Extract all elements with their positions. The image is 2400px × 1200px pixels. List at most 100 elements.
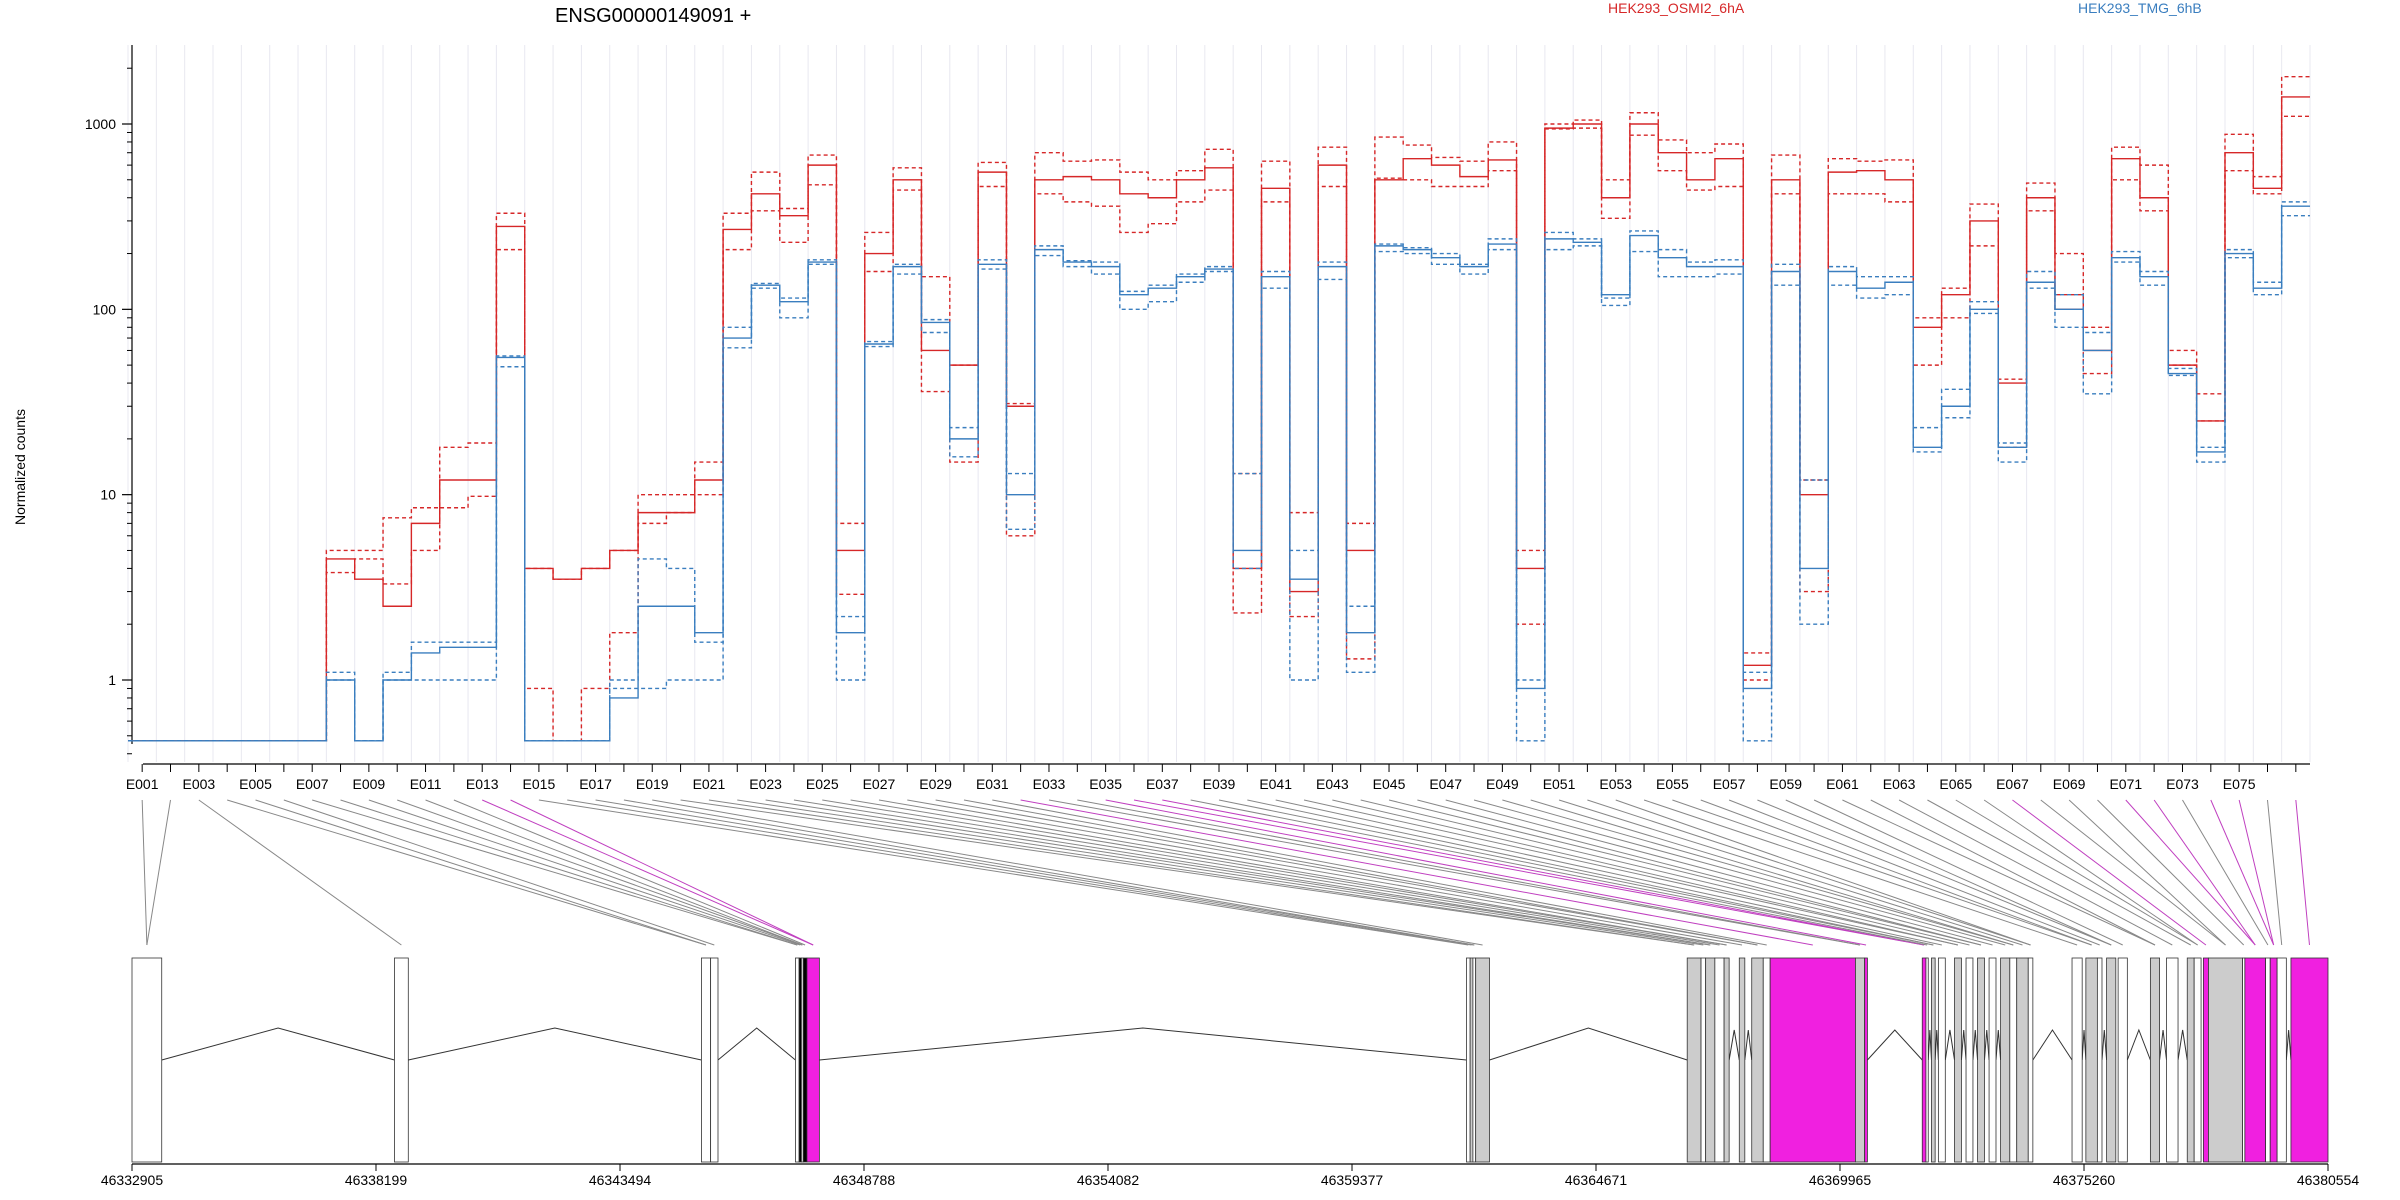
exon-connector [793, 799, 1711, 946]
exon-connector [1728, 799, 2100, 946]
series-lines [128, 75, 2310, 742]
x-tick-label: E059 [1769, 776, 1802, 792]
x-tick-label: E039 [1203, 776, 1236, 792]
intron-line [1934, 1029, 1939, 1061]
x-tick-label: E027 [863, 776, 896, 792]
intron-line [1960, 1029, 1967, 1061]
exon-connector [1388, 799, 1982, 946]
x-tick-label: E049 [1486, 776, 1519, 792]
exon-box [2269, 957, 2278, 1163]
exon-connector [397, 799, 803, 946]
exon-connector [283, 799, 715, 946]
x-tick-label: E007 [296, 776, 329, 792]
x-tick-label: E071 [2109, 776, 2142, 792]
x-tick-label: E035 [1089, 776, 1122, 792]
genomic-tick-label: 46343494 [589, 1172, 652, 1188]
exon-connector [652, 799, 1483, 946]
x-tick-label: E015 [523, 776, 556, 792]
intron-line [2081, 1029, 2087, 1061]
exon-box [394, 957, 409, 1163]
exon-connector [850, 799, 1727, 946]
exon-connector [1360, 799, 1970, 946]
exon-box [2016, 957, 2029, 1163]
exon-connector [146, 799, 171, 946]
exon-connector [1473, 799, 2006, 946]
x-tick-label: E003 [182, 776, 215, 792]
exon-connector [1303, 799, 1959, 946]
intron-line [2032, 1029, 2073, 1061]
x-tick-label: E001 [126, 776, 159, 792]
exon-box [710, 957, 719, 1163]
x-tick-label: E005 [239, 776, 272, 792]
exon-box [1988, 957, 1997, 1163]
exon-connector [595, 799, 1475, 946]
exon-box [795, 957, 800, 1163]
intron-line [1927, 1029, 1932, 1061]
exon-box [1954, 957, 1962, 1163]
legend-tmg: HEK293_TMG_6hB [2078, 0, 2202, 16]
exon-connector [1020, 799, 1813, 946]
exon-box [1700, 957, 1707, 1163]
exon-box [701, 957, 712, 1163]
x-tick-label: E021 [693, 776, 726, 792]
exon-connector [2068, 799, 2226, 946]
exon-box [1686, 957, 1702, 1163]
genomic-tick-label: 46338199 [345, 1172, 408, 1188]
exon-connector [1785, 799, 2112, 946]
y-tick-label: 10 [100, 487, 116, 503]
exon-connector [623, 799, 1475, 946]
y-axis-label: Normalized counts [12, 409, 28, 525]
exon-connector [340, 799, 798, 946]
exon-connector [1672, 799, 2092, 946]
legend-osmi: HEK293_OSMI2_6hA [1608, 0, 1745, 16]
exon-connector [992, 799, 1767, 946]
genomic-tick-label: 46364671 [1565, 1172, 1628, 1188]
intron-line [2177, 1029, 2188, 1061]
intron-line [717, 1027, 796, 1061]
x-tick-label: E041 [1259, 776, 1292, 792]
exon-connector [227, 799, 707, 946]
exon-box [1469, 957, 1474, 1163]
exon-box [1705, 957, 1716, 1163]
exon-connector [2153, 799, 2256, 946]
intron-line [2159, 1029, 2168, 1061]
exon-connector [312, 799, 798, 946]
intron-line [1867, 1029, 1923, 1061]
exon-box [2085, 957, 2098, 1163]
exon-box [2290, 957, 2329, 1163]
x-tick-label: E009 [353, 776, 386, 792]
x-tick-label: E053 [1599, 776, 1632, 792]
x-tick-label: E067 [1996, 776, 2029, 792]
exon-connector [198, 799, 402, 946]
exon-connector [963, 799, 1758, 946]
exon-box [1931, 957, 1936, 1163]
exon-connector [1757, 799, 2112, 946]
exon-connector [1417, 799, 1982, 946]
x-tick-label: E037 [1146, 776, 1179, 792]
exon-connector [1445, 799, 1993, 946]
x-tick-label: E073 [2166, 776, 2199, 792]
y-tick-label: 1000 [85, 116, 116, 132]
intron-line [2285, 1029, 2292, 1061]
x-tick-label: E057 [1713, 776, 1746, 792]
x-tick-label: E031 [976, 776, 1009, 792]
intron-line [1972, 1029, 1979, 1061]
exon-connector [1813, 799, 2123, 946]
chart-title: ENSG00000149091 + [555, 5, 751, 27]
y-tick-label: 100 [93, 301, 117, 317]
exon-connector [255, 799, 707, 946]
exon-connector [1870, 799, 2156, 946]
exon-box [1472, 957, 1477, 1163]
intron-line [1728, 1029, 1740, 1061]
exon-connector [737, 799, 1704, 946]
exon-connector [510, 799, 814, 946]
exon-box [2265, 957, 2271, 1163]
exon-connector [1332, 799, 1959, 946]
intron-line [819, 1027, 1467, 1061]
exon-connector [425, 799, 803, 946]
exon-box [1965, 957, 1974, 1163]
x-tick-label: E063 [1883, 776, 1916, 792]
exon-box [2027, 957, 2034, 1163]
x-tick-label: E033 [1033, 776, 1066, 792]
exon-box [2106, 957, 2117, 1163]
